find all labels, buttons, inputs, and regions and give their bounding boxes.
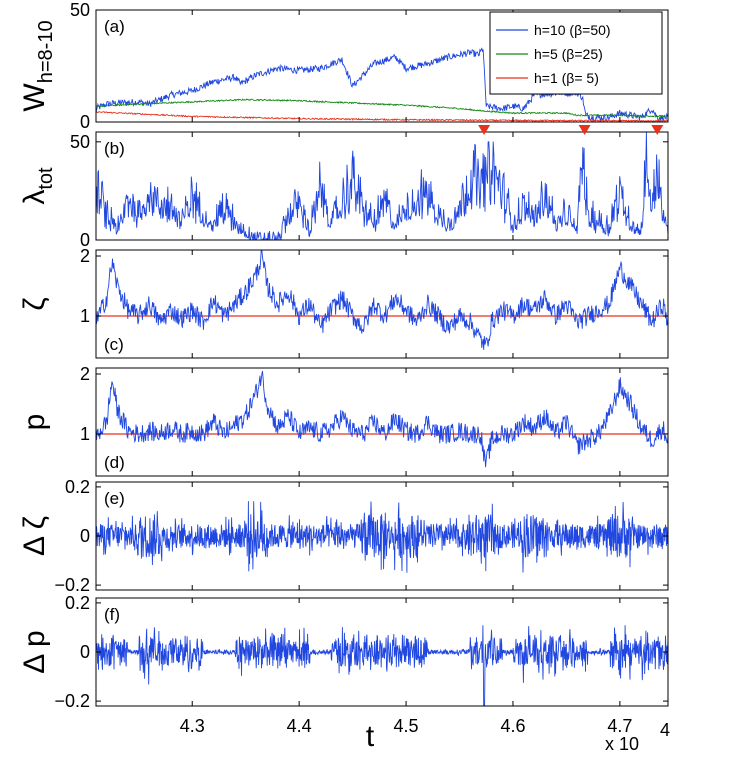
y-axis-label-d: p [18, 414, 51, 431]
x-tick-label-3: 4.6 [500, 716, 525, 736]
axes-box-a [95, 9, 669, 123]
x-tick-label-2: 4.5 [394, 716, 419, 736]
y-tick-label-e-1: 0 [80, 526, 90, 546]
legend-box [489, 11, 663, 95]
panel-label-c: (c) [104, 335, 124, 354]
panel-a: 0 50 (a) Wh=8-10 h=10 (β=50) h=5 (β=25) h=1 (β… [18, 0, 669, 132]
panel-e: −0.2 0 0.2 (e) Δ ζ [18, 477, 669, 595]
legend-label-0: h=10 (β=50) [534, 22, 611, 38]
y-tick-label-a-0: 0 [80, 112, 90, 132]
series-line-e-0 [96, 501, 668, 573]
legend: h=10 (β=50) h=5 (β=25) h=1 (β= 5) [489, 11, 663, 95]
y-axis-label-a: Wh=8-10 [18, 20, 57, 111]
panel-label-a: (a) [104, 17, 125, 36]
y-tick-label-d-1: 2 [80, 364, 90, 384]
legend-label-1: h=5 (β=25) [534, 46, 603, 62]
y-tick-label-f-2: 0.2 [65, 593, 90, 613]
y-tick-label-f-1: 0 [80, 642, 90, 662]
panel-d: 1 2 (d) p [18, 364, 669, 477]
x-axis-label: t [366, 720, 375, 753]
series-line-d-0 [96, 370, 668, 468]
marker-triangle-0 [478, 125, 491, 135]
y-axis-label-b: λtot [18, 167, 57, 205]
marker-triangle-1 [578, 125, 591, 135]
y-tick-label-b-0: 0 [80, 230, 90, 250]
panel-label-f: (f) [104, 605, 120, 624]
panel-label-b: (b) [104, 139, 125, 158]
axes-box-c [95, 249, 669, 359]
x-tick-label-4: 4.7 [607, 716, 632, 736]
y-tick-label-e-0: −0.2 [54, 575, 90, 595]
y-tick-label-c-0: 1 [80, 306, 90, 326]
y-axis-label-e: Δ ζ [18, 516, 51, 556]
x-multiplier-label: x 10 [605, 734, 639, 754]
series-line-a-2 [96, 110, 668, 122]
y-tick-label-e-2: 0.2 [65, 477, 90, 497]
y-axis-label-c: ζ [18, 297, 51, 310]
axes-box-b [95, 131, 669, 241]
panel-label-e: (e) [104, 489, 125, 508]
y-tick-label-a-1: 50 [70, 0, 90, 20]
series-line-a-1 [96, 98, 668, 118]
series-line-b-0 [96, 132, 668, 240]
axes-box-d [95, 367, 669, 477]
panel-c: 1 2 (c) ζ [18, 246, 669, 359]
panel-f: −0.2 0 0.2 (f) Δ p [18, 593, 669, 711]
series-line-f-0 [96, 625, 668, 706]
x-exponent-label: 4 [660, 720, 670, 740]
y-tick-label-c-1: 2 [80, 246, 90, 266]
panel-label-d: (d) [104, 453, 125, 472]
y-tick-label-f-0: −0.2 [54, 691, 90, 711]
legend-label-2: h=1 (β= 5) [534, 70, 599, 86]
y-tick-label-d-0: 1 [80, 424, 90, 444]
event-markers [478, 125, 664, 135]
x-tick-label-0: 4.3 [180, 716, 205, 736]
y-tick-label-b-1: 50 [70, 132, 90, 152]
series-line-c-0 [96, 250, 668, 350]
y-axis-label-f: Δ p [18, 630, 51, 673]
marker-triangle-2 [651, 125, 664, 135]
x-tick-label-1: 4.4 [287, 716, 312, 736]
panel-b: 0 50 (b) λtot [18, 131, 669, 250]
